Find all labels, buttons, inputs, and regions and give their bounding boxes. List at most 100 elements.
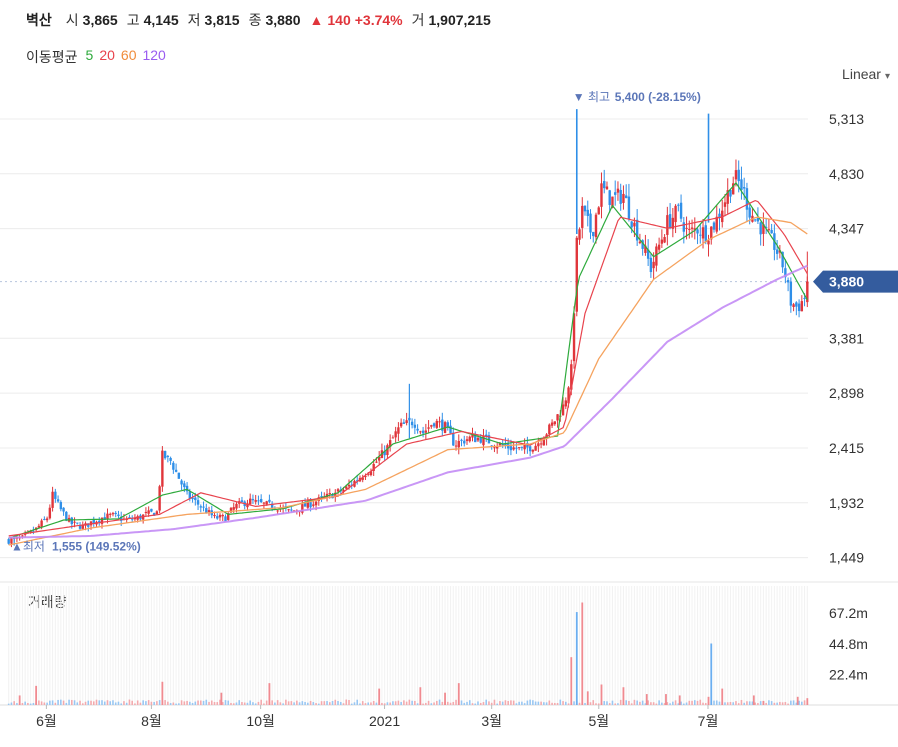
volume-bar	[606, 701, 608, 705]
volume-bar	[647, 700, 649, 705]
volume-spike-bar	[665, 694, 667, 705]
volume-spike-bar	[796, 696, 799, 705]
ma-legend-title: 이동평균	[26, 49, 78, 65]
candle-body	[419, 431, 422, 433]
candle-body	[460, 439, 463, 441]
volume-bar	[614, 703, 617, 705]
change-arrow-icon: ▲	[309, 12, 324, 28]
candle-body	[704, 225, 707, 242]
candle-body	[128, 517, 131, 519]
volume-bar	[169, 703, 172, 705]
volume-bar	[65, 702, 68, 705]
volume-bar	[167, 701, 169, 705]
candle-body	[597, 207, 600, 215]
volume-bar	[131, 700, 133, 705]
volume-bar	[285, 699, 287, 705]
volume-bar	[208, 701, 210, 705]
candle-body	[699, 234, 702, 236]
candle-body	[224, 516, 227, 522]
candle-body	[196, 500, 200, 505]
candle-body	[386, 445, 389, 456]
candle-body	[553, 421, 557, 425]
volume-spike-bar	[721, 688, 724, 705]
candle-body	[482, 435, 485, 446]
candle-body	[306, 500, 310, 508]
candle-body	[512, 447, 515, 450]
candle-body	[638, 241, 642, 244]
moving-average-legend: 이동평균 5 20 60 120	[26, 47, 166, 67]
candle-body	[202, 506, 205, 508]
candle-body	[740, 179, 743, 191]
volume-bar	[334, 699, 337, 705]
volume-bar	[713, 700, 715, 705]
volume-bar	[372, 701, 375, 705]
high-annotation-label: ▼ 최고	[573, 90, 610, 104]
candle-body	[627, 196, 631, 219]
volume-bar	[801, 701, 803, 705]
volume-bar	[608, 703, 611, 705]
volume-bar	[757, 703, 759, 705]
volume-bar	[13, 701, 15, 705]
volume-bar	[158, 700, 161, 705]
volume-bar	[732, 702, 735, 705]
volume-bar	[117, 701, 120, 705]
candle-body	[155, 511, 159, 515]
ma-legend-120[interactable]: 120	[142, 47, 166, 63]
low-annotation-value: 1,555 (149.52%)	[52, 540, 141, 554]
candle-body	[402, 422, 406, 424]
candle-body	[232, 507, 235, 510]
candle-body	[87, 523, 90, 527]
candle-body	[416, 428, 419, 431]
volume-spike-bar	[710, 643, 713, 705]
time-tick-label: 5월	[588, 713, 609, 729]
volume-bar	[792, 700, 795, 705]
ma-legend-20[interactable]: 20	[99, 47, 115, 63]
candle-body	[734, 170, 738, 180]
volume-bar	[633, 699, 636, 705]
scale-toggle-button[interactable]: Linear ▾	[842, 66, 890, 82]
volume-bar	[452, 701, 455, 705]
candle-body	[367, 473, 370, 475]
candle-body	[109, 513, 112, 515]
volume-bar	[499, 701, 501, 705]
stock-name: 벽산	[26, 12, 52, 28]
volume-bar	[446, 701, 449, 705]
volume-spike-bar	[678, 695, 681, 705]
volume-bar	[803, 700, 806, 705]
volume-bar	[84, 701, 87, 705]
candle-body	[515, 447, 518, 449]
volume-bar	[263, 703, 265, 705]
volume-spike-bar	[161, 681, 164, 705]
candle-body	[594, 214, 598, 238]
high-value: 4,145	[143, 12, 179, 28]
candle-body	[32, 531, 35, 533]
volume-bar	[677, 703, 680, 705]
candle-body	[144, 511, 148, 513]
volume-spike-bar	[762, 700, 765, 705]
candle-body	[454, 445, 458, 447]
ma-legend-60[interactable]: 60	[120, 47, 137, 63]
candle-body	[432, 423, 436, 427]
candle-body	[372, 463, 375, 471]
volume-bar	[301, 701, 304, 705]
volume-bar	[493, 699, 496, 705]
volume-bar	[265, 700, 268, 705]
candle-body	[314, 501, 318, 506]
candle-body	[657, 244, 661, 250]
candle-body	[328, 493, 331, 495]
volume-bar	[290, 701, 293, 705]
high-label: 고	[126, 12, 140, 28]
candle-body	[446, 422, 449, 427]
volume-bar	[367, 702, 370, 705]
volume-bar	[422, 703, 424, 705]
candle-body	[531, 449, 535, 452]
candle-body	[668, 214, 672, 228]
volume-bar	[573, 701, 575, 705]
open-label: 시	[65, 12, 79, 28]
candle-body	[800, 301, 804, 312]
volume-bar	[414, 700, 416, 705]
volume-bar	[307, 702, 309, 705]
candle-body	[240, 500, 244, 502]
ma-legend-5[interactable]: 5	[85, 47, 94, 63]
